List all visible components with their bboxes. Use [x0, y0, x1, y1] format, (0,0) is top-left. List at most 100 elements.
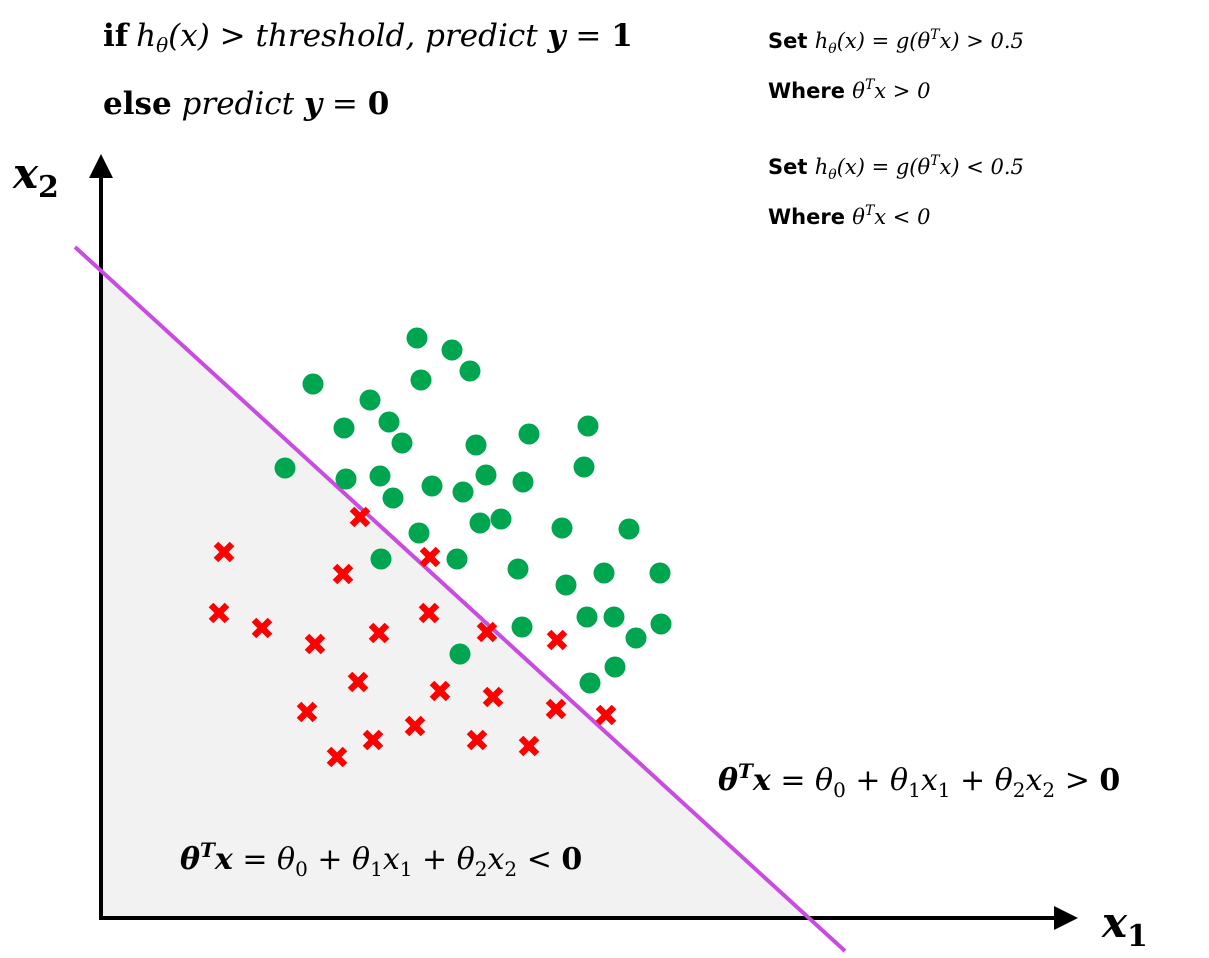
- positive-point: [555, 574, 577, 596]
- positive-point: [593, 562, 615, 584]
- note-set-positive: Set hθ(x) = g(θTx) > 0.5: [768, 27, 1024, 57]
- negative-point: [347, 671, 369, 693]
- transpose-superscript: T: [930, 27, 941, 43]
- positive-point: [410, 369, 432, 391]
- negative-point: [476, 621, 498, 643]
- else-keyword: else: [103, 86, 172, 122]
- set-word: Set: [768, 29, 815, 53]
- h-argument: (x) >: [168, 18, 255, 54]
- positive-region-equation: θTx = θ0 + θ1x1 + θ2x2 > 0: [718, 759, 1120, 802]
- note-expression: (x) = g(θ: [837, 155, 931, 179]
- negative-point: [419, 546, 441, 568]
- negative-point: [466, 729, 488, 751]
- x-axis-label: x1: [1101, 898, 1148, 954]
- negative-point: [251, 617, 273, 639]
- note-expression-end: x < 0: [874, 205, 930, 229]
- positive-point: [507, 558, 529, 580]
- note-set-negative: Set hθ(x) = g(θTx) < 0.5: [768, 153, 1024, 183]
- positive-point: [465, 434, 487, 456]
- positive-point: [441, 339, 463, 361]
- equals-sign: =: [566, 18, 612, 54]
- positive-point: [446, 548, 468, 570]
- negative-point: [332, 563, 354, 585]
- negative-point: [349, 506, 371, 528]
- y-symbol: y: [303, 86, 324, 122]
- h-symbol: h: [136, 18, 156, 54]
- where-word: Where: [768, 79, 852, 103]
- positive-point: [369, 465, 391, 487]
- positive-class-points: [274, 327, 672, 694]
- positive-point: [449, 643, 471, 665]
- equals-sign: =: [322, 86, 368, 122]
- positive-point: [274, 457, 296, 479]
- positive-point: [378, 411, 400, 433]
- h-symbol: h: [815, 29, 829, 53]
- decision-boundary-line: [73, 245, 847, 953]
- positive-point: [650, 613, 672, 635]
- positive-point: [382, 487, 404, 509]
- positive-point: [359, 389, 381, 411]
- negative-point: [213, 541, 235, 563]
- negative-point: [418, 602, 440, 624]
- one-value: 1: [611, 18, 633, 54]
- positive-point: [490, 508, 512, 530]
- theta-symbol: θ: [852, 79, 865, 103]
- negative-point: [518, 735, 540, 757]
- positive-point: [421, 475, 443, 497]
- set-word: Set: [768, 155, 815, 179]
- transpose-superscript: T: [930, 153, 941, 169]
- negative-class-points: [208, 506, 617, 768]
- theta-subscript: θ: [156, 33, 168, 57]
- note-expression: (x) = g(θ: [837, 29, 931, 53]
- positive-point: [573, 456, 595, 478]
- negative-point: [304, 633, 326, 655]
- positive-point: [603, 606, 625, 628]
- positive-point: [475, 464, 497, 486]
- negative-point: [326, 746, 348, 768]
- positive-point: [469, 512, 491, 534]
- zero-value: 0: [368, 86, 390, 122]
- negative-region-equation: θTx = θ0 + θ1x1 + θ2x2 < 0: [180, 838, 582, 881]
- transpose-superscript: T: [865, 77, 876, 93]
- note-expression-end: x) < 0.5: [940, 155, 1024, 179]
- transpose-superscript: T: [865, 203, 876, 219]
- positive-point: [618, 518, 640, 540]
- positive-point: [335, 468, 357, 490]
- negative-point: [545, 698, 567, 720]
- negative-point: [296, 701, 318, 723]
- threshold-word: threshold,: [256, 18, 416, 54]
- predict-word: predict: [172, 86, 304, 122]
- negative-point: [362, 729, 384, 751]
- positive-point: [579, 672, 601, 694]
- positive-point: [518, 423, 540, 445]
- positive-point: [459, 360, 481, 382]
- negative-point: [595, 704, 617, 726]
- positive-point: [649, 562, 671, 584]
- negative-point: [482, 686, 504, 708]
- positive-point: [551, 517, 573, 539]
- positive-point: [406, 327, 428, 349]
- theta-subscript: θ: [828, 41, 837, 57]
- negative-point: [404, 715, 426, 737]
- theta-symbol: θ: [852, 205, 865, 229]
- negative-point: [546, 629, 568, 651]
- theta-subscript: θ: [828, 167, 837, 183]
- positive-point: [408, 522, 430, 544]
- positive-point: [452, 481, 474, 503]
- note-where-positive: Where θTx > 0: [768, 77, 930, 103]
- note-expression-end: x > 0: [874, 79, 930, 103]
- positive-point: [333, 417, 355, 439]
- negative-point: [429, 680, 451, 702]
- positive-point: [370, 548, 392, 570]
- rule-if-line: if hθ(x) > threshold, predict y = 1: [103, 18, 633, 57]
- y-axis-label: x2: [12, 149, 59, 205]
- h-symbol: h: [815, 155, 829, 179]
- positive-point: [576, 606, 598, 628]
- positive-point: [511, 616, 533, 638]
- note-expression-end: x) > 0.5: [940, 29, 1024, 53]
- negative-point: [368, 622, 390, 644]
- positive-point: [512, 471, 534, 493]
- positive-point: [577, 415, 599, 437]
- positive-point: [391, 432, 413, 454]
